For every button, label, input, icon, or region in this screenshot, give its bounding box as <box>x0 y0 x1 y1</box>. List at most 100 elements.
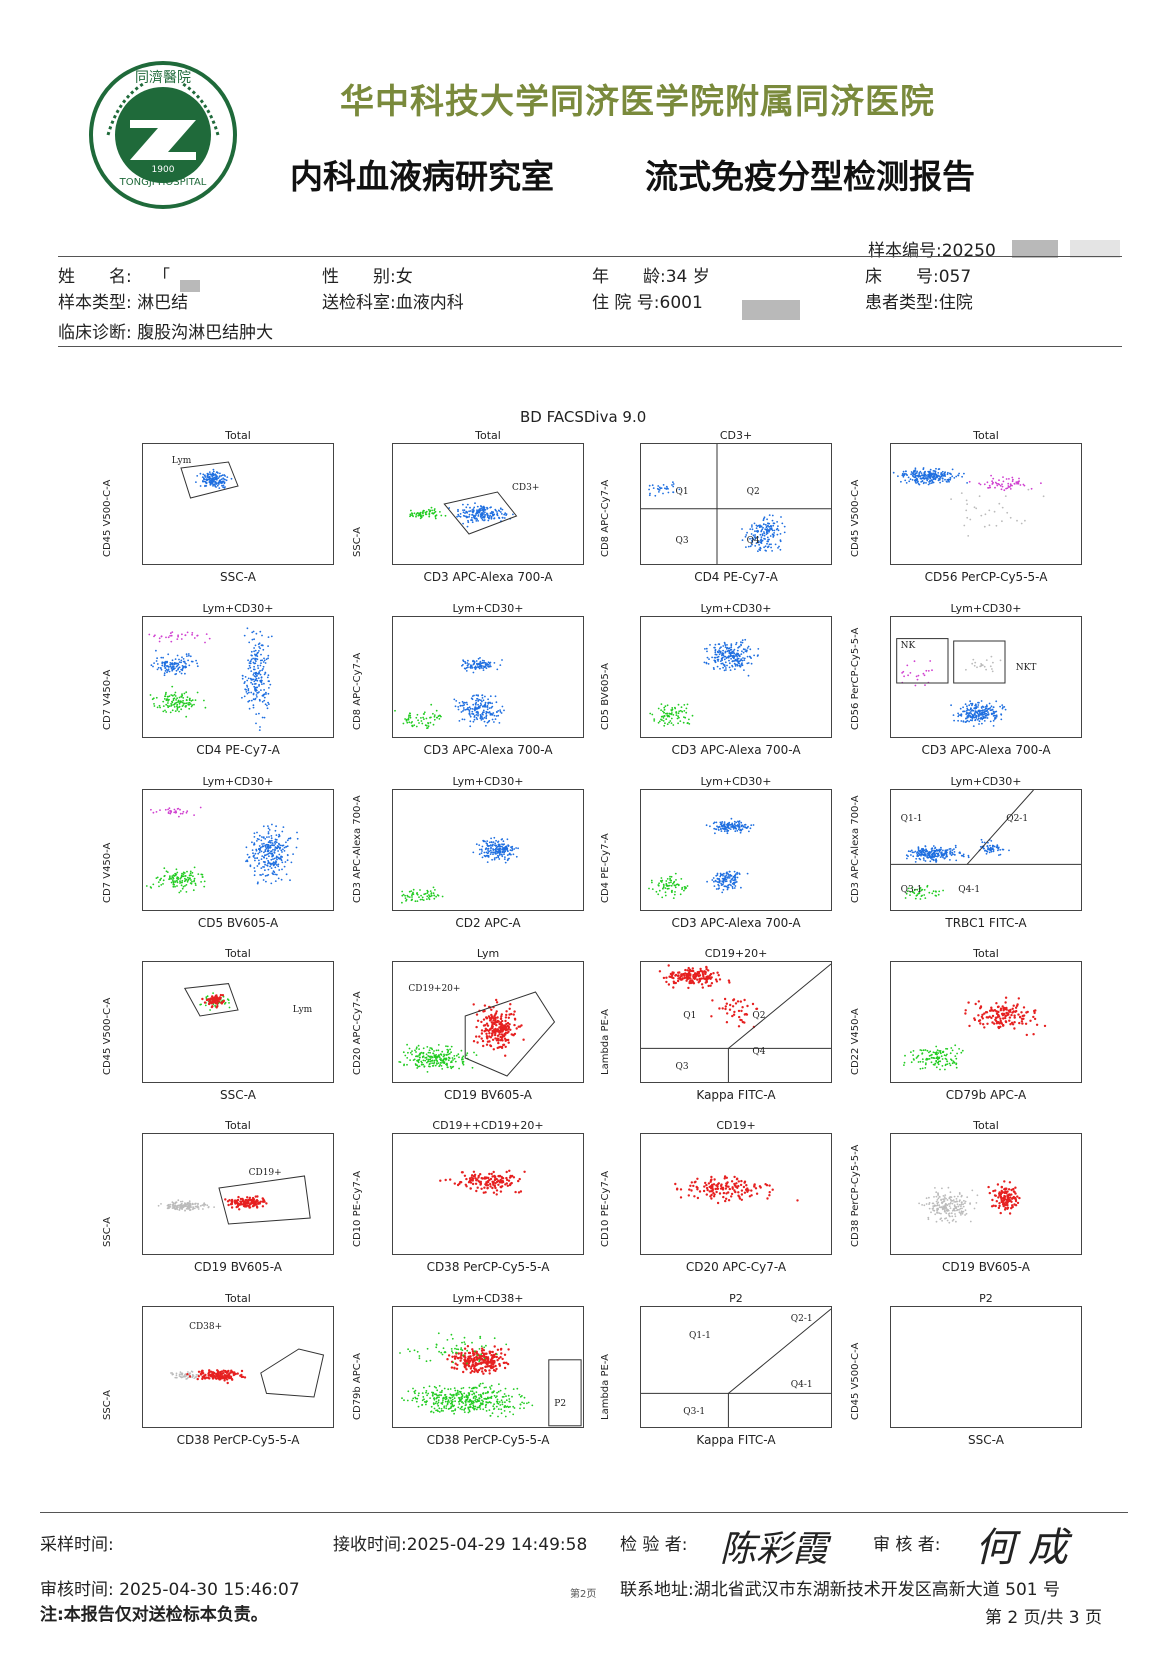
event-dot <box>176 697 178 700</box>
event-dot <box>165 636 167 639</box>
event-dot <box>481 1039 485 1043</box>
event-dot <box>984 710 986 713</box>
event-dot <box>670 709 673 711</box>
event-dot <box>719 660 722 662</box>
event-dot <box>730 884 732 887</box>
event-dot <box>431 512 434 515</box>
event-dot <box>477 666 480 669</box>
event-dot <box>500 1015 503 1018</box>
event-dot <box>155 649 157 652</box>
event-dot <box>485 1032 488 1035</box>
event-dot <box>428 1049 431 1052</box>
event-dot <box>267 859 269 862</box>
event-dot <box>429 890 432 892</box>
event-dot <box>180 708 183 711</box>
event-dot <box>280 878 283 881</box>
event-dot <box>931 855 933 858</box>
event-dot <box>726 871 728 874</box>
event-dot <box>480 852 483 854</box>
event-dot <box>492 511 495 514</box>
event-dot <box>408 714 410 717</box>
event-dot <box>189 882 192 884</box>
event-dot <box>411 892 414 895</box>
event-dot <box>740 643 742 646</box>
event-dot <box>473 718 476 721</box>
event-dot <box>1002 480 1005 483</box>
event-dot <box>182 875 185 878</box>
event-dot <box>927 483 930 486</box>
event-dot <box>499 664 502 666</box>
event-dot <box>714 661 717 664</box>
event-dot <box>723 641 726 644</box>
event-dot <box>421 722 424 725</box>
event-dot <box>924 684 926 686</box>
event-dot <box>924 1049 927 1051</box>
redaction-mask <box>1070 240 1120 258</box>
event-dot <box>731 882 734 885</box>
event-dot <box>272 873 275 876</box>
event-dot <box>178 702 181 705</box>
event-dot <box>741 659 744 662</box>
event-dot <box>955 1063 958 1066</box>
event-dot <box>466 708 469 711</box>
event-dot <box>981 709 984 712</box>
event-dot <box>439 511 441 513</box>
event-dot <box>682 973 685 976</box>
event-dot <box>505 514 507 516</box>
event-dot <box>488 1035 491 1038</box>
event-dot <box>717 643 720 645</box>
event-dot <box>909 672 912 674</box>
event-dot <box>473 506 476 509</box>
event-dot <box>495 1024 498 1027</box>
event-dot <box>761 534 764 537</box>
event-dot <box>413 724 416 727</box>
event-dot <box>216 997 219 1000</box>
event-dot <box>981 715 984 717</box>
event-dot <box>485 1043 489 1046</box>
department-title: 内科血液病研究室 <box>290 157 554 196</box>
event-dot <box>493 513 496 516</box>
scatter-density <box>903 996 1047 1071</box>
event-dot <box>211 1005 214 1008</box>
event-dot <box>988 1015 991 1018</box>
event-dot <box>736 658 738 661</box>
event-dot <box>153 662 155 664</box>
event-dot <box>178 891 181 894</box>
event-dot <box>239 1197 243 1201</box>
event-dot <box>968 1024 971 1028</box>
event-dot <box>960 720 963 722</box>
event-dot <box>274 849 276 852</box>
event-dot <box>915 675 918 678</box>
event-dot <box>189 872 192 875</box>
event-dot <box>434 510 437 513</box>
event-dot <box>907 674 909 677</box>
event-dot <box>726 646 729 649</box>
event-dot <box>251 654 253 657</box>
event-dot <box>436 1060 439 1063</box>
event-dot <box>930 482 933 484</box>
gate-label: Q1 <box>675 486 689 497</box>
event-dot <box>710 976 713 979</box>
event-dot <box>213 1206 215 1208</box>
event-dot <box>992 719 995 722</box>
event-dot <box>476 1019 480 1022</box>
event-dot <box>427 890 429 893</box>
event-dot <box>661 896 664 899</box>
event-dot <box>199 1205 202 1207</box>
event-dot <box>759 547 762 550</box>
event-dot <box>249 865 252 868</box>
event-dot <box>261 694 264 697</box>
event-dot <box>481 717 483 720</box>
event-dot <box>509 849 512 852</box>
event-dot <box>481 850 483 852</box>
event-dot <box>491 718 494 721</box>
event-dot <box>685 707 688 710</box>
event-dot <box>148 633 151 636</box>
event-dot <box>267 674 270 677</box>
event-dot <box>426 1046 429 1048</box>
event-dot <box>664 705 667 708</box>
event-dot <box>670 881 672 884</box>
event-dot <box>263 696 266 699</box>
event-dot <box>495 998 498 1002</box>
event-dot <box>270 853 273 855</box>
